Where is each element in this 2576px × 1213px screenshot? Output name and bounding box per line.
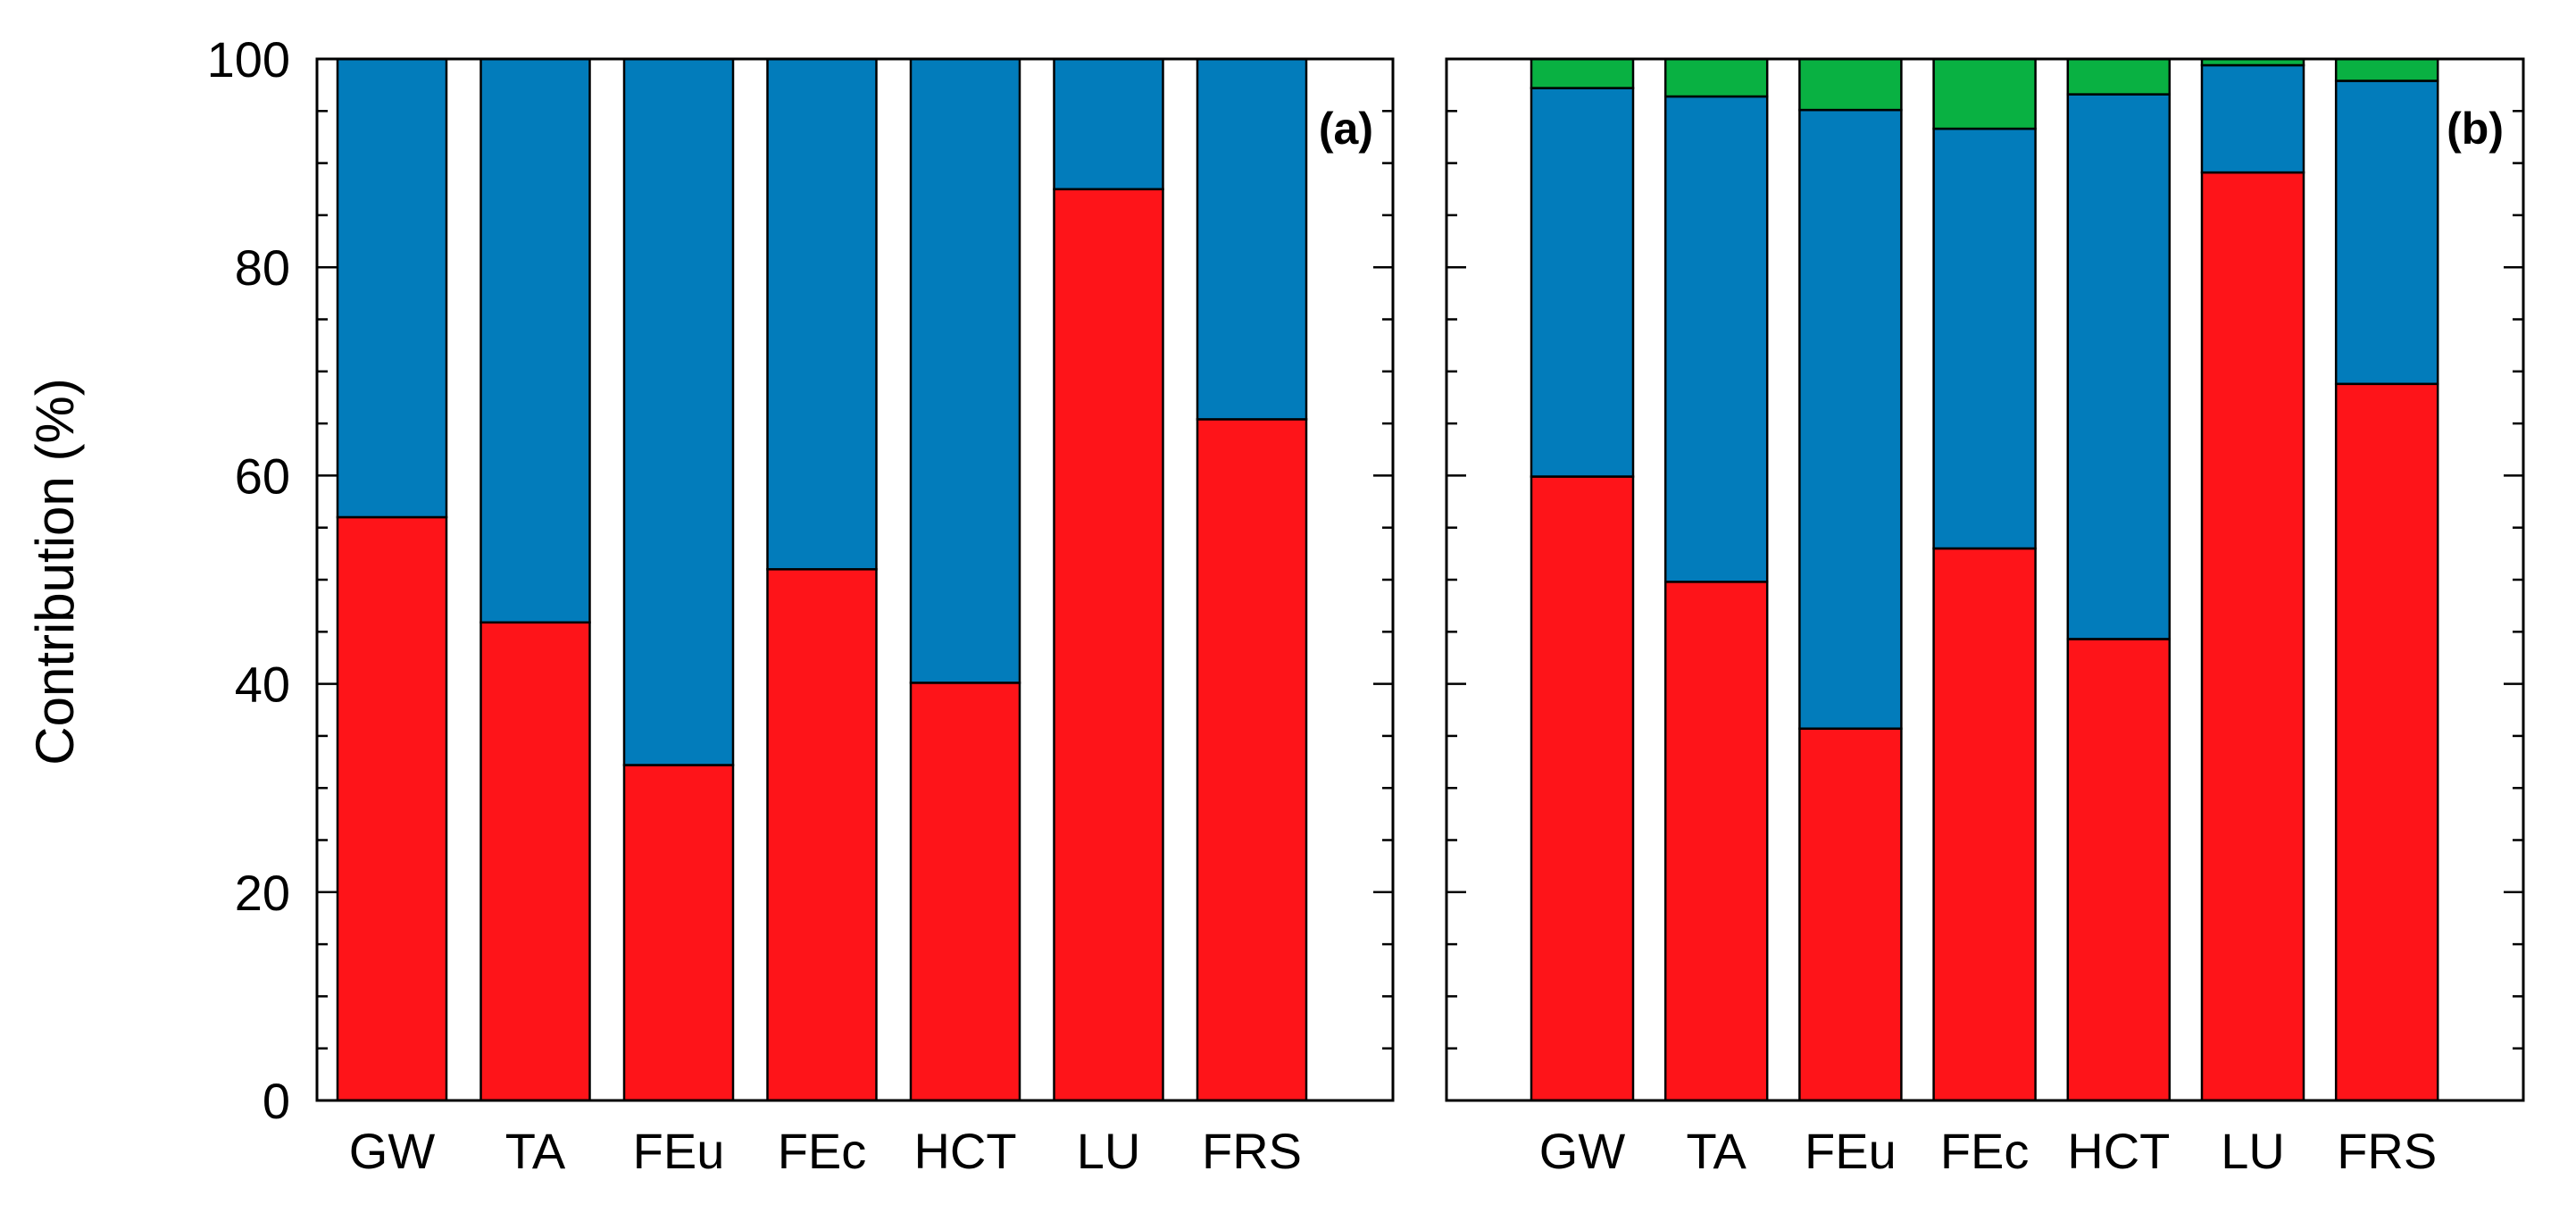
panel-a-label: (a) xyxy=(1319,104,1373,154)
panel-b-x-tick-label: FEc xyxy=(1940,1123,2030,1179)
panel-b-bar-fec-green-segment xyxy=(1932,57,2037,130)
panel-a-bar-fec-blue-segment xyxy=(766,57,878,571)
panel-b-bar-frs-blue-segment xyxy=(2334,79,2439,386)
panel-b-bar-lu-blue-segment xyxy=(2200,63,2305,174)
panel-a-bar-gw-blue-segment xyxy=(336,57,448,519)
panel-a-x-tick-label: TA xyxy=(505,1123,566,1179)
panel-b-bar-frs-red-segment xyxy=(2334,382,2439,1102)
panel-b-bar-ta-green-segment xyxy=(1663,57,1769,98)
panel-b-x-tick-label: GW xyxy=(1539,1123,1626,1179)
panel-b-bar-feu-red-segment xyxy=(1798,727,1903,1102)
panel-b-bar-gw-red-segment xyxy=(1530,475,1635,1102)
panel-a-bar-feu-red-segment xyxy=(622,764,735,1102)
panel-a-x-tick-label: HCT xyxy=(913,1123,1016,1179)
panel-b-bar-frs-green-segment xyxy=(2334,57,2439,82)
panel-b-bar-lu-red-segment xyxy=(2200,171,2305,1102)
panel-b-label: (b) xyxy=(2447,104,2504,154)
panel-a-bar-ta-blue-segment xyxy=(479,57,591,624)
panel-b-x-tick-label: FEu xyxy=(1805,1123,1897,1179)
panel-a-x-tick-label: GW xyxy=(349,1123,436,1179)
panel-a-bar-frs-blue-segment xyxy=(1196,57,1308,421)
y-tick-label: 80 xyxy=(235,239,290,296)
panel-b-bar-gw-blue-segment xyxy=(1530,87,1635,478)
panel-b-bar-feu-green-segment xyxy=(1798,57,1903,112)
panel-b-x-tick-label: LU xyxy=(2221,1123,2285,1179)
panel-a-bar-hct-red-segment xyxy=(909,682,1021,1102)
panel-b-bar-fec-blue-segment xyxy=(1932,127,2037,550)
panel-b-chart: GW TA FEu FEc HCT LU FRS (b) xyxy=(1445,57,2525,1179)
y-tick-label: 40 xyxy=(235,657,290,713)
panel-a-x-tick-label: FRS xyxy=(1202,1123,1302,1179)
panel-a-bar-frs-red-segment xyxy=(1196,418,1308,1102)
panel-b-bar-fec-red-segment xyxy=(1932,547,2037,1102)
panel-b-x-tick-label: HCT xyxy=(2067,1123,2170,1179)
panel-b-bar-hct-green-segment xyxy=(2066,57,2172,96)
panel-a-x-tick-label: FEu xyxy=(633,1123,725,1179)
panel-b-bar-ta-red-segment xyxy=(1663,581,1769,1102)
panel-b-bar-hct-blue-segment xyxy=(2066,93,2172,640)
panel-a-x-tick-label: FEc xyxy=(778,1123,867,1179)
y-tick-label: 100 xyxy=(207,31,290,88)
panel-b-bar-gw-green-segment xyxy=(1530,57,1635,89)
panel-b-x-tick-label: TA xyxy=(1686,1123,1747,1179)
panel-a-bar-gw-red-segment xyxy=(336,515,448,1102)
panel-a-x-tick-label: LU xyxy=(1077,1123,1141,1179)
panel-b-x-tick-label: FRS xyxy=(2337,1123,2437,1179)
panel-a-bar-lu-red-segment xyxy=(1053,188,1164,1102)
panel-a-bar-fec-red-segment xyxy=(766,568,878,1102)
panel-b-bar-feu-blue-segment xyxy=(1798,108,1903,730)
y-tick-label: 60 xyxy=(235,448,290,504)
panel-b-bar-hct-red-segment xyxy=(2066,638,2172,1102)
y-axis-title: Contribution (%) xyxy=(25,378,85,765)
panel-a-bar-lu-blue-segment xyxy=(1053,57,1164,191)
panel-a-bar-ta-red-segment xyxy=(479,621,591,1102)
panel-a-chart: GW TA FEu FEc HCT LU FRS 0 20 40 60 80 100 (a) xyxy=(207,31,1395,1179)
panel-a-bar-feu-blue-segment xyxy=(622,57,735,766)
panel-a-bar-hct-blue-segment xyxy=(909,57,1021,684)
y-tick-label: 20 xyxy=(235,865,290,921)
y-tick-label: 0 xyxy=(263,1073,290,1129)
panel-b-bar-ta-blue-segment xyxy=(1663,95,1769,583)
